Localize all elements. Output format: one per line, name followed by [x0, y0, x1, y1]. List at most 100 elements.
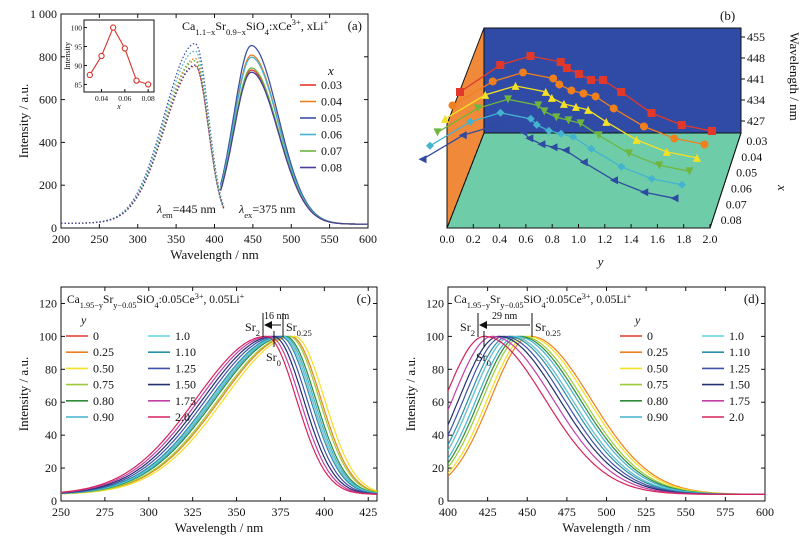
series-marker — [534, 101, 543, 110]
spectrum-line — [448, 335, 765, 495]
legend-title: x — [327, 63, 334, 78]
curves-a — [61, 42, 368, 225]
legend-label: 0.25 — [93, 345, 114, 359]
y-tick-label: 0.2 — [466, 232, 481, 246]
y-tick-label: 100 — [426, 329, 444, 343]
spectrum-line — [448, 335, 765, 495]
spectrum-line — [448, 335, 765, 495]
inset-point — [86, 71, 93, 79]
chart-title: Ca1.1−xSr0.9−xSiO4:xCe3+, xLi+ — [182, 17, 328, 37]
legend-label: 0.90 — [647, 410, 668, 424]
inset-x-tick-label: 0.06 — [118, 94, 131, 103]
emission-line — [219, 54, 368, 225]
z-tick-label: 434 — [747, 93, 765, 107]
x-tick-label: 300 — [140, 505, 158, 519]
legend-label: 1.10 — [729, 345, 750, 359]
y-tick-label: 1.8 — [676, 232, 691, 246]
legend-label: 1.0 — [175, 329, 190, 343]
spectrum-line — [61, 335, 377, 495]
curves — [448, 335, 765, 495]
spectrum-line — [448, 335, 765, 495]
series-marker — [610, 176, 618, 185]
depth-axis — [709, 132, 742, 229]
series-marker — [532, 120, 541, 129]
legend-label: 0.75 — [93, 378, 114, 392]
excitation-line — [61, 50, 225, 224]
spectrum-line — [448, 335, 765, 495]
series-marker — [562, 64, 571, 72]
y-axis-label: Intensity / a.u. — [16, 84, 31, 158]
legend-label: 0.50 — [647, 361, 668, 375]
series-marker — [670, 134, 679, 143]
series-marker — [708, 127, 716, 135]
legend-label: 2.0 — [729, 410, 744, 424]
legend-label: 2.0 — [175, 410, 190, 424]
y-tick-label: 60 — [45, 395, 57, 409]
spectrum-line — [448, 335, 765, 495]
y-tick-label: 1.4 — [624, 232, 639, 246]
series-marker — [561, 146, 570, 155]
spectrum-line — [61, 335, 377, 495]
shift-annotation: 29 nm — [492, 311, 518, 322]
sr0-annotation: Sr0 — [266, 350, 281, 368]
series-marker — [489, 122, 497, 131]
series-line — [422, 125, 675, 199]
x-tick-label: 250 — [90, 232, 108, 246]
shift-annotation: 16 nm — [264, 311, 290, 322]
legend-label: 0 — [647, 329, 653, 343]
series-marker — [496, 61, 505, 69]
x-axis-label: Wavelength / nm — [175, 520, 264, 535]
y-tick-label: 1.0 — [571, 232, 586, 246]
z-tick-label: 455 — [747, 30, 765, 44]
series-marker — [579, 89, 588, 98]
legend-label: 0.05 — [321, 111, 342, 125]
panel-c: 250 275 300 325 350 375 400 425 0 20 40 60 80 100 120 W… — [16, 286, 378, 535]
x-tick-label: 400 — [439, 505, 457, 519]
y-tick-label: 200 — [39, 178, 57, 192]
x-tick-label: 500 — [282, 232, 300, 246]
series-marker — [481, 90, 490, 99]
sr025-annotation: Sr0.25 — [535, 320, 561, 338]
x-tick-label: 550 — [677, 505, 695, 519]
em-annotation: λem=445 nm — [156, 202, 217, 220]
spectrum-line — [61, 335, 377, 495]
legend-label: 0.90 — [93, 410, 114, 424]
spectrum-line — [61, 335, 377, 495]
x-tick-label: 600 — [756, 505, 774, 519]
series-marker — [617, 88, 626, 96]
legend-label: 1.75 — [729, 394, 750, 408]
series-marker — [559, 99, 568, 108]
panel-label: (d) — [744, 291, 759, 306]
sr0-annotation: Sr0 — [476, 350, 491, 368]
z-tick-label: 427 — [747, 114, 765, 128]
series-marker — [587, 144, 596, 153]
series-marker — [685, 167, 694, 176]
spectrum-line — [448, 335, 765, 495]
x-tick-label: 400 — [206, 232, 224, 246]
depth-tick-label: 0.08 — [721, 213, 742, 227]
series-marker — [496, 108, 505, 117]
y-tick-label: 100 — [39, 329, 57, 343]
series-line — [429, 112, 683, 186]
legend-title: y — [634, 313, 641, 327]
legend-label: 0.03 — [321, 78, 342, 92]
excitation-line — [61, 42, 225, 224]
x-tick-label: 450 — [518, 505, 536, 519]
series-marker — [567, 86, 576, 95]
spectrum-line — [61, 335, 377, 495]
y-tick-label: 600 — [39, 93, 57, 107]
series-marker — [647, 174, 656, 183]
series-marker — [519, 128, 528, 137]
series-marker — [632, 135, 641, 144]
series-marker — [647, 109, 656, 117]
inset-x-tick-label: 0.08 — [142, 94, 155, 103]
y-tick-label: 0.4 — [492, 232, 507, 246]
series-marker — [525, 134, 534, 143]
curves — [61, 335, 377, 495]
series-marker — [579, 158, 588, 167]
plot-frame — [60, 286, 378, 502]
excitation-line — [61, 65, 225, 224]
spectrum-line — [448, 335, 765, 495]
series-marker — [549, 143, 558, 152]
